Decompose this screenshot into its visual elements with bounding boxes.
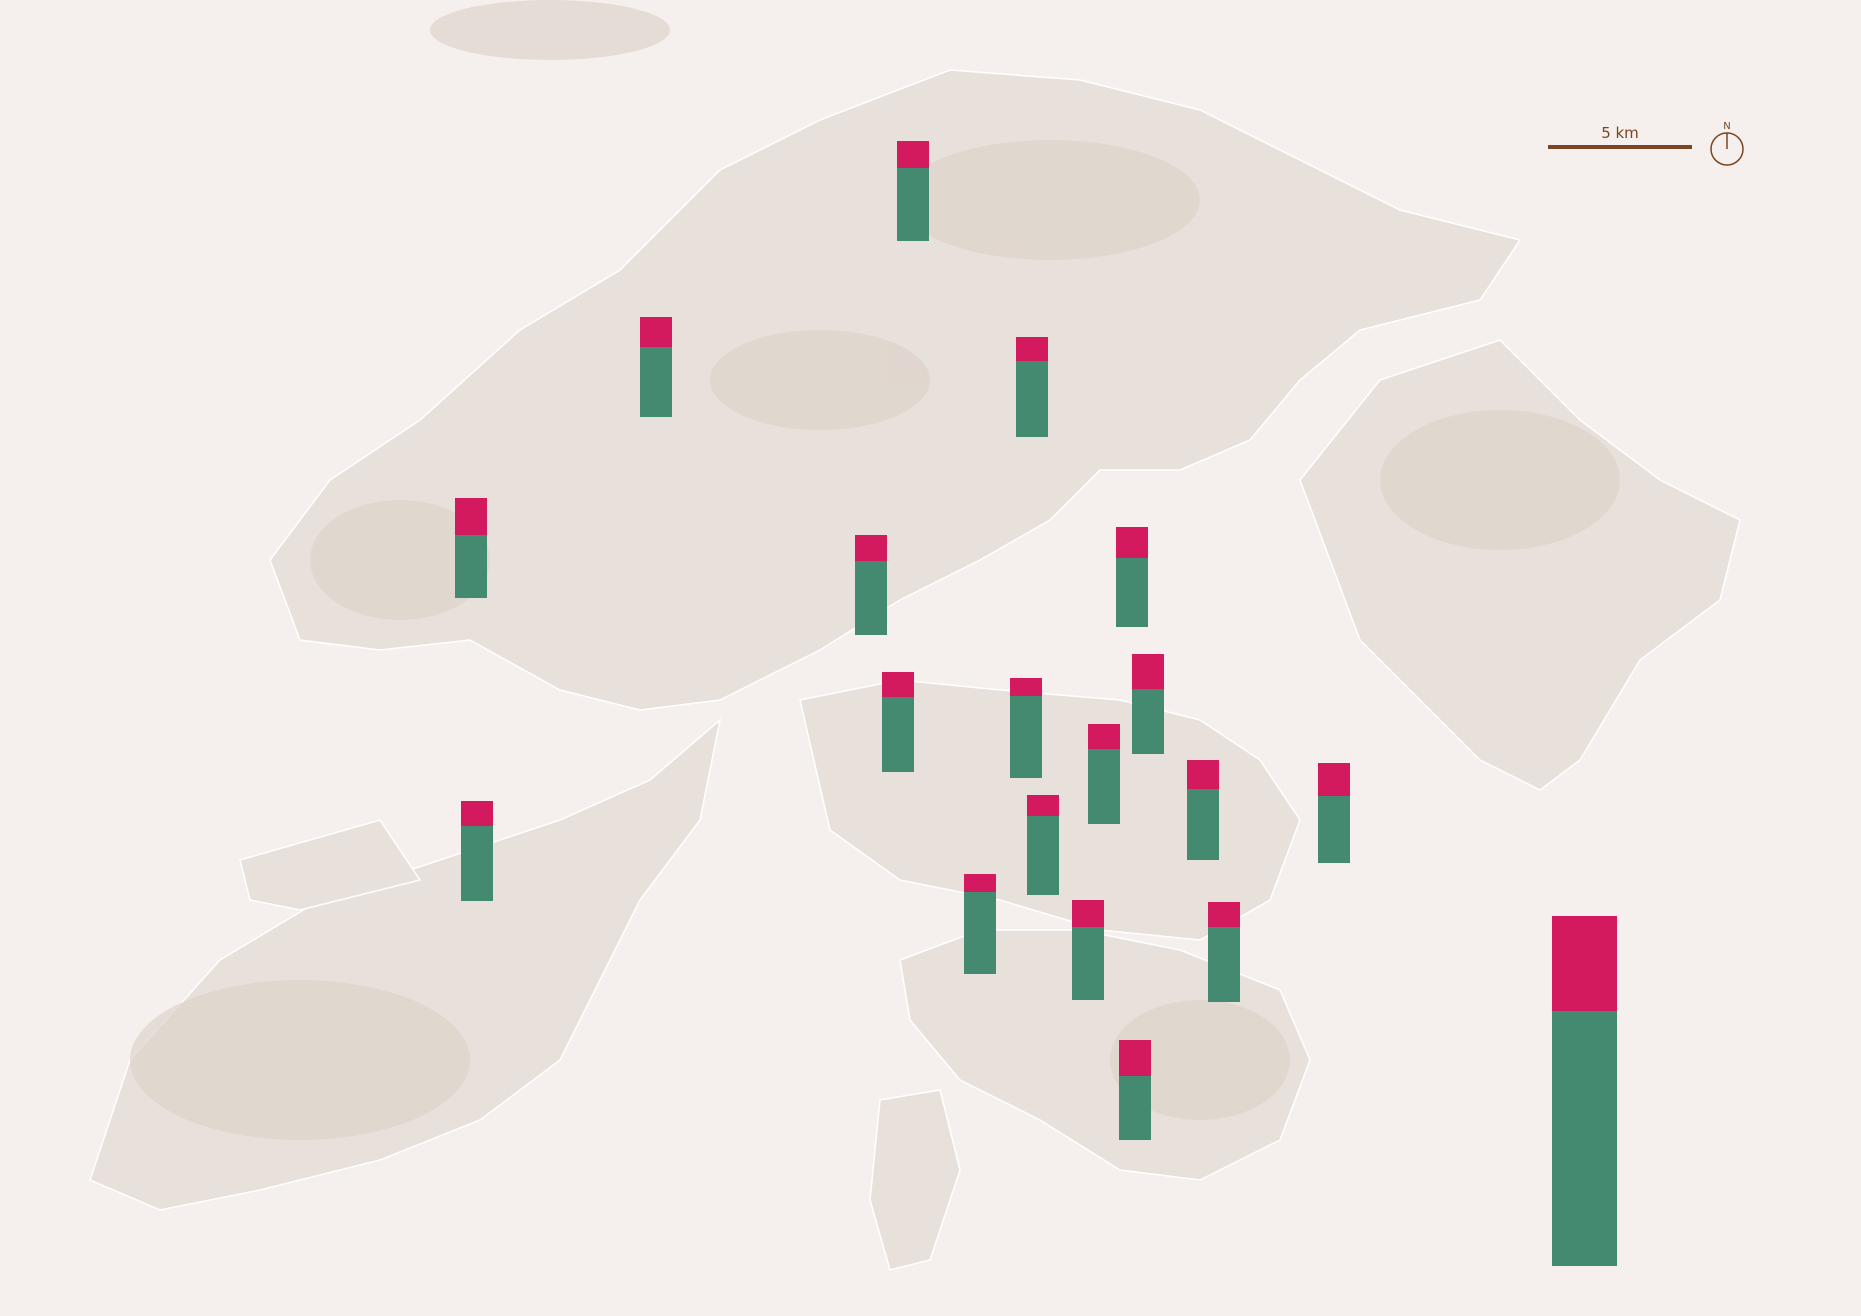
bar-top-segment [855, 535, 887, 561]
bar-bottom-segment [882, 697, 914, 772]
bar-bottom-segment [855, 561, 887, 635]
bar-top-segment [1132, 654, 1164, 689]
bar-top-segment [1072, 900, 1104, 927]
map-bar [1318, 763, 1350, 863]
map-bar [1208, 902, 1240, 1002]
bar-top-segment [1119, 1040, 1151, 1076]
bar-bottom-segment [1016, 361, 1048, 437]
map-bar [855, 535, 887, 635]
map-bar [1088, 724, 1120, 824]
scale-bar-line [1548, 145, 1692, 149]
map-bar [1116, 527, 1148, 627]
bar-bottom-segment [1187, 789, 1219, 860]
bar-top-segment [964, 874, 996, 892]
lantau-landmass [89, 718, 722, 1211]
map-bar [455, 498, 487, 598]
scale-bar-label: 5 km [1601, 124, 1639, 142]
bar-bottom-segment [897, 168, 929, 241]
bar-top-segment [1010, 678, 1042, 696]
bar-top-segment [1116, 527, 1148, 558]
bar-top-segment [1088, 724, 1120, 749]
map-bar [640, 317, 672, 417]
bar-bottom-segment [455, 535, 487, 598]
bar-bottom-segment [1132, 689, 1164, 754]
bar-bottom-segment [1010, 696, 1042, 778]
bar-bottom-segment [1119, 1076, 1151, 1140]
bar-top-segment [455, 498, 487, 535]
map-bar [1187, 760, 1219, 860]
bar-top-segment [640, 317, 672, 347]
map-bar [882, 672, 914, 772]
bar-top-segment [1016, 337, 1048, 361]
map-bar [1010, 678, 1042, 778]
bar-top-segment [897, 141, 929, 168]
bar-top-segment [1187, 760, 1219, 789]
bar-bottom-segment [1072, 927, 1104, 1000]
bar-bottom-segment [1552, 1010, 1617, 1266]
map-bar [1027, 795, 1059, 895]
bar-bottom-segment [1027, 816, 1059, 895]
scale-bar: 5 km [1548, 124, 1692, 149]
bar-bottom-segment [1208, 927, 1240, 1002]
north-label: N [1723, 121, 1731, 132]
bar-bottom-segment [1318, 796, 1350, 863]
bar-bottom-segment [1116, 558, 1148, 627]
map-bar [897, 141, 929, 241]
legend-bar [1552, 916, 1617, 1266]
bar-top-segment [1552, 916, 1617, 1011]
bar-bottom-segment [964, 892, 996, 974]
bar-top-segment [1027, 795, 1059, 816]
lamma-island [869, 1089, 961, 1271]
map-bar [1072, 900, 1104, 1000]
bar-top-segment [461, 801, 493, 826]
map-bar [1119, 1040, 1151, 1140]
map-bar [461, 801, 493, 901]
bar-bottom-segment [461, 826, 493, 901]
bar-bottom-segment [1088, 749, 1120, 824]
bar-bottom-segment [640, 347, 672, 417]
bar-top-segment [882, 672, 914, 697]
bar-top-segment [1208, 902, 1240, 927]
map-bar [1016, 337, 1048, 437]
sai-kung-landmass [1299, 339, 1741, 791]
airport-island [239, 819, 422, 911]
map-bar [964, 874, 996, 974]
north-arrow-icon: N [1710, 122, 1744, 168]
map-bar [1132, 654, 1164, 754]
bar-top-segment [1318, 763, 1350, 796]
